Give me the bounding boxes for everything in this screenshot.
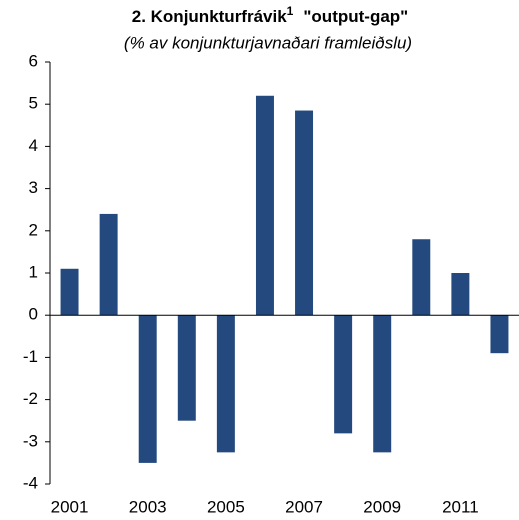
y-tick-label: 6	[29, 51, 38, 70]
x-tick-label: 2007	[285, 497, 323, 516]
bar	[451, 273, 470, 316]
bar	[412, 239, 431, 316]
y-tick-label: 2	[29, 220, 38, 239]
bar	[177, 315, 196, 421]
y-tick-label: -4	[23, 473, 38, 492]
bar	[216, 315, 235, 453]
y-tick-label: 4	[29, 136, 38, 155]
y-tick-label: 5	[29, 94, 38, 113]
bar	[373, 315, 392, 453]
y-tick-label: -1	[23, 347, 38, 366]
title-main: 2. Konjunkturfrávik	[132, 7, 287, 26]
bar	[295, 110, 314, 316]
bar	[334, 315, 353, 434]
bar	[60, 268, 79, 316]
y-tick-label: 1	[29, 262, 38, 281]
x-tick-label: 2009	[363, 497, 401, 516]
x-tick-label: 2005	[207, 497, 245, 516]
bar	[255, 95, 274, 316]
chart-title: 2. Konjunkturfrávik1 "output-gap"	[132, 4, 408, 26]
y-tick-label: 0	[29, 305, 38, 324]
bar	[138, 315, 157, 463]
x-tick-label: 2003	[129, 497, 167, 516]
x-tick-label: 2001	[51, 497, 89, 516]
y-tick-label: -2	[23, 389, 38, 408]
y-tick-label: 3	[29, 178, 38, 197]
x-tick-label: 2011	[442, 497, 479, 516]
title-suffix: "output-gap"	[303, 7, 408, 26]
bar	[99, 213, 118, 316]
y-tick-label: -3	[23, 431, 38, 450]
title-superscript: 1	[287, 4, 294, 18]
chart-subtitle: (% av konjunkturjavnaðari framleiðslu)	[124, 33, 412, 52]
bar	[490, 315, 509, 354]
